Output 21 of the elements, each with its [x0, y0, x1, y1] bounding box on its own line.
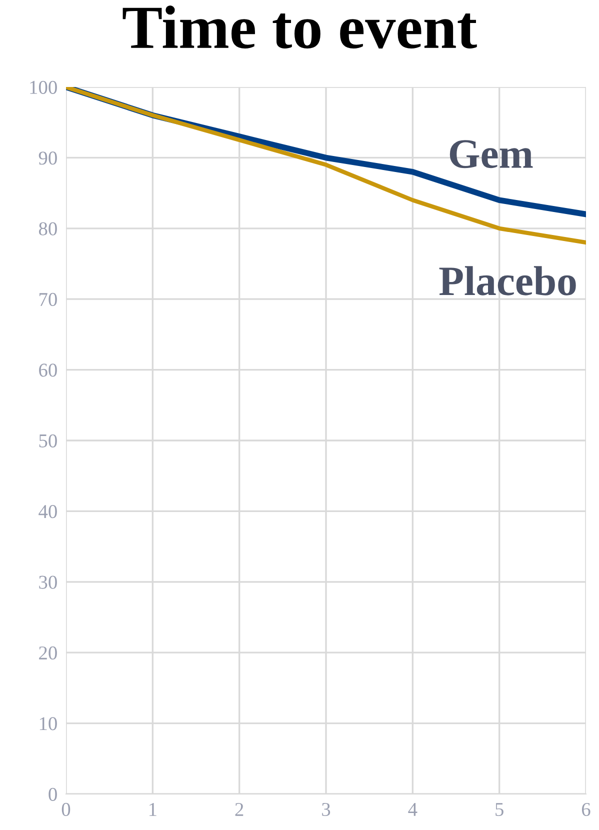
- chart-title: Time to event: [122, 5, 477, 48]
- y-tick-label: 0: [48, 788, 57, 801]
- y-tick-label: 50: [39, 434, 57, 448]
- y-tick-label: 40: [38, 505, 57, 518]
- x-tick-label: 0: [62, 802, 70, 816]
- y-tick-label: 80: [38, 222, 57, 236]
- y-tick-label: 60: [39, 364, 57, 377]
- y-tick-label: 10: [40, 717, 57, 730]
- y-tick-label: 70: [40, 292, 57, 306]
- x-tick-label: 1: [150, 802, 156, 816]
- x-tick-label: 4: [408, 803, 418, 816]
- x-tick-label: 3: [322, 802, 330, 816]
- x-tick-label: 5: [496, 803, 504, 816]
- x-tick-label: 6: [582, 802, 590, 816]
- series-label: Placebo: [439, 266, 576, 296]
- y-tick-label: 30: [39, 576, 57, 589]
- y-tick-label: 20: [39, 646, 57, 660]
- y-tick-label: 90: [38, 152, 57, 165]
- y-tick-label: 100: [30, 80, 57, 94]
- series-label: Gem: [450, 140, 533, 168]
- x-tick-label: 2: [235, 802, 244, 816]
